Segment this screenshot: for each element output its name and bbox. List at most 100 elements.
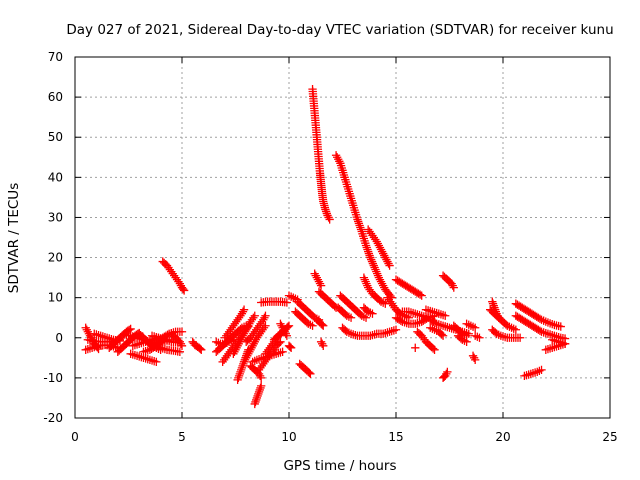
- series-s64: [462, 319, 480, 332]
- data-point: [177, 341, 187, 350]
- series-s46: [334, 303, 356, 322]
- series-s17: [188, 337, 206, 354]
- data-point: [361, 313, 371, 322]
- data-point: [515, 333, 525, 342]
- series-s70: [511, 299, 565, 331]
- data-point: [286, 343, 296, 352]
- data-point: [417, 291, 426, 300]
- data-point: [308, 321, 317, 330]
- series-s24: [239, 321, 270, 366]
- data-point: [179, 286, 189, 295]
- data-point: [430, 345, 439, 354]
- data-point: [282, 331, 292, 340]
- y-tick-label: 50: [48, 130, 63, 144]
- series-s32: [257, 297, 292, 307]
- y-tick-label: 60: [48, 90, 63, 104]
- data-point: [126, 324, 135, 334]
- series-s15: [167, 329, 187, 350]
- y-tick-label: 10: [48, 291, 63, 305]
- series-s47: [338, 323, 401, 340]
- y-tick-label: -10: [43, 371, 63, 385]
- data-point: [316, 281, 326, 290]
- series-s66: [471, 331, 484, 342]
- series-s51: [383, 293, 413, 322]
- data-point: [511, 325, 520, 334]
- series-s58: [426, 323, 448, 340]
- series-s43: [312, 315, 328, 330]
- series-s48: [359, 273, 390, 308]
- series-s69: [488, 325, 525, 342]
- data-point: [415, 290, 425, 299]
- chart-title: Day 027 of 2021, Sidereal Day-to-day VTE…: [66, 22, 613, 38]
- data-point: [175, 347, 185, 356]
- data-point: [282, 298, 292, 307]
- series-s60: [438, 271, 458, 292]
- data-point: [441, 311, 450, 320]
- data-point: [257, 373, 266, 383]
- data-point: [285, 342, 295, 351]
- series-s21: [220, 305, 249, 342]
- series-s49: [359, 303, 377, 318]
- series-s40: [310, 269, 326, 290]
- series-s36: [293, 297, 324, 324]
- data-point: [197, 345, 206, 354]
- data-point: [250, 311, 259, 320]
- data-point: [239, 305, 249, 314]
- data-point: [177, 327, 187, 336]
- data-point: [385, 261, 394, 270]
- series-s63: [453, 331, 471, 346]
- data-point: [440, 372, 449, 382]
- y-tick-label: 20: [48, 251, 63, 265]
- y-tick-label: 30: [48, 210, 63, 224]
- data-point: [537, 365, 546, 375]
- data-point: [319, 321, 328, 330]
- series-s65: [468, 351, 480, 364]
- x-tick-label: 0: [71, 430, 79, 444]
- series-s08: [126, 349, 161, 366]
- data-point: [178, 284, 188, 294]
- series-s55: [413, 327, 439, 354]
- data-point: [261, 311, 270, 320]
- series-s42: [316, 337, 328, 350]
- series-s25: [242, 311, 270, 346]
- data-point: [430, 318, 440, 327]
- series-s45: [336, 291, 371, 322]
- tick-labels: 0 5 10 15 20 25 -20 -10 0 10 20 30 40 50 60 70: [43, 50, 617, 444]
- series-s14: [150, 341, 185, 356]
- data-point: [368, 309, 377, 318]
- data-point: [274, 338, 284, 348]
- y-tick-label: 40: [48, 170, 63, 184]
- data-point: [125, 325, 134, 335]
- data-point: [346, 313, 356, 322]
- y-tick-label: -20: [43, 411, 63, 425]
- series-s72: [520, 365, 546, 381]
- data-point: [449, 283, 458, 292]
- data-point: [475, 333, 484, 342]
- series-s33: [276, 319, 292, 340]
- series-s61: [438, 367, 452, 383]
- series-s35: [291, 307, 317, 330]
- data-point: [278, 347, 287, 356]
- x-axis-label: GPS time / hours: [283, 458, 396, 474]
- data-point: [319, 341, 328, 350]
- series-s50: [364, 225, 394, 270]
- data-point: [438, 373, 448, 383]
- series-s27: [250, 381, 266, 409]
- data-point: [462, 337, 471, 346]
- x-tick-label: 5: [178, 430, 186, 444]
- data-point: [283, 322, 293, 331]
- series-s38: [295, 359, 315, 379]
- plot-frame: [74, 56, 611, 419]
- data-point: [325, 215, 334, 224]
- data-point: [437, 330, 446, 339]
- x-tick-label: 20: [495, 430, 510, 444]
- series-s37: [284, 341, 296, 352]
- data-point: [560, 339, 570, 348]
- x-tick-label: 10: [281, 430, 296, 444]
- series-s68: [486, 305, 520, 334]
- y-axis-label: SDTVAR / TECUs: [6, 183, 22, 293]
- series-s22: [229, 311, 259, 358]
- data-point: [306, 369, 315, 379]
